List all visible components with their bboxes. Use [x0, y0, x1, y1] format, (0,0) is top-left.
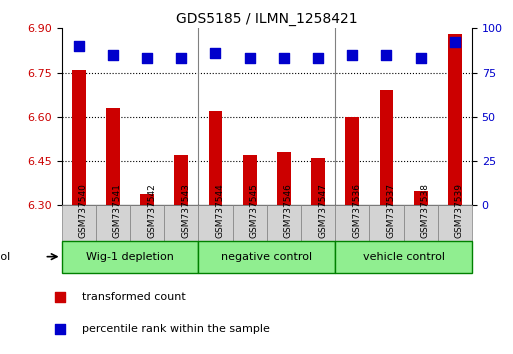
Text: GSM737546: GSM737546 [284, 183, 293, 238]
Bar [345, 117, 359, 205]
Text: percentile rank within the sample: percentile rank within the sample [82, 324, 270, 334]
Text: GSM737536: GSM737536 [352, 183, 361, 238]
Text: GSM737547: GSM737547 [318, 183, 327, 238]
Text: GSM737544: GSM737544 [215, 183, 225, 238]
Point [74, 43, 83, 49]
Point [382, 52, 390, 58]
Point [451, 40, 459, 45]
Text: GSM737541: GSM737541 [113, 183, 122, 238]
Point [143, 56, 151, 61]
FancyBboxPatch shape [199, 241, 335, 273]
Text: protocol: protocol [0, 252, 10, 262]
Bar [140, 194, 154, 205]
Text: GSM737542: GSM737542 [147, 183, 156, 238]
FancyBboxPatch shape [62, 205, 96, 241]
FancyBboxPatch shape [267, 205, 301, 241]
Text: transformed count: transformed count [82, 292, 186, 302]
Text: negative control: negative control [221, 252, 312, 262]
FancyBboxPatch shape [369, 205, 404, 241]
Text: GSM737538: GSM737538 [421, 183, 430, 238]
FancyBboxPatch shape [232, 205, 267, 241]
FancyBboxPatch shape [438, 205, 472, 241]
Point [109, 52, 117, 58]
FancyBboxPatch shape [96, 205, 130, 241]
Point [246, 56, 254, 61]
Bar [243, 155, 256, 205]
FancyBboxPatch shape [301, 205, 335, 241]
Point [417, 56, 425, 61]
Bar [414, 190, 427, 205]
Text: GSM737539: GSM737539 [455, 183, 464, 238]
Point [280, 56, 288, 61]
Point [314, 56, 322, 61]
FancyBboxPatch shape [199, 205, 232, 241]
FancyBboxPatch shape [62, 241, 199, 273]
Text: Wig-1 depletion: Wig-1 depletion [86, 252, 174, 262]
Point [348, 52, 357, 58]
FancyBboxPatch shape [130, 205, 164, 241]
FancyBboxPatch shape [404, 205, 438, 241]
Bar [209, 111, 222, 205]
Text: vehicle control: vehicle control [363, 252, 445, 262]
Point [177, 56, 185, 61]
Text: GSM737537: GSM737537 [386, 183, 396, 238]
FancyBboxPatch shape [335, 241, 472, 273]
Bar [106, 108, 120, 205]
Bar [380, 90, 393, 205]
Bar [277, 152, 291, 205]
Text: GSM737540: GSM737540 [78, 183, 88, 238]
Bar [448, 34, 462, 205]
Point [345, 119, 353, 125]
FancyBboxPatch shape [335, 205, 369, 241]
Text: GSM737545: GSM737545 [250, 183, 259, 238]
Point [211, 50, 220, 56]
Title: GDS5185 / ILMN_1258421: GDS5185 / ILMN_1258421 [176, 12, 358, 26]
Text: GSM737543: GSM737543 [181, 183, 190, 238]
Bar [72, 70, 86, 205]
Bar [311, 158, 325, 205]
FancyBboxPatch shape [164, 205, 199, 241]
Bar [174, 155, 188, 205]
